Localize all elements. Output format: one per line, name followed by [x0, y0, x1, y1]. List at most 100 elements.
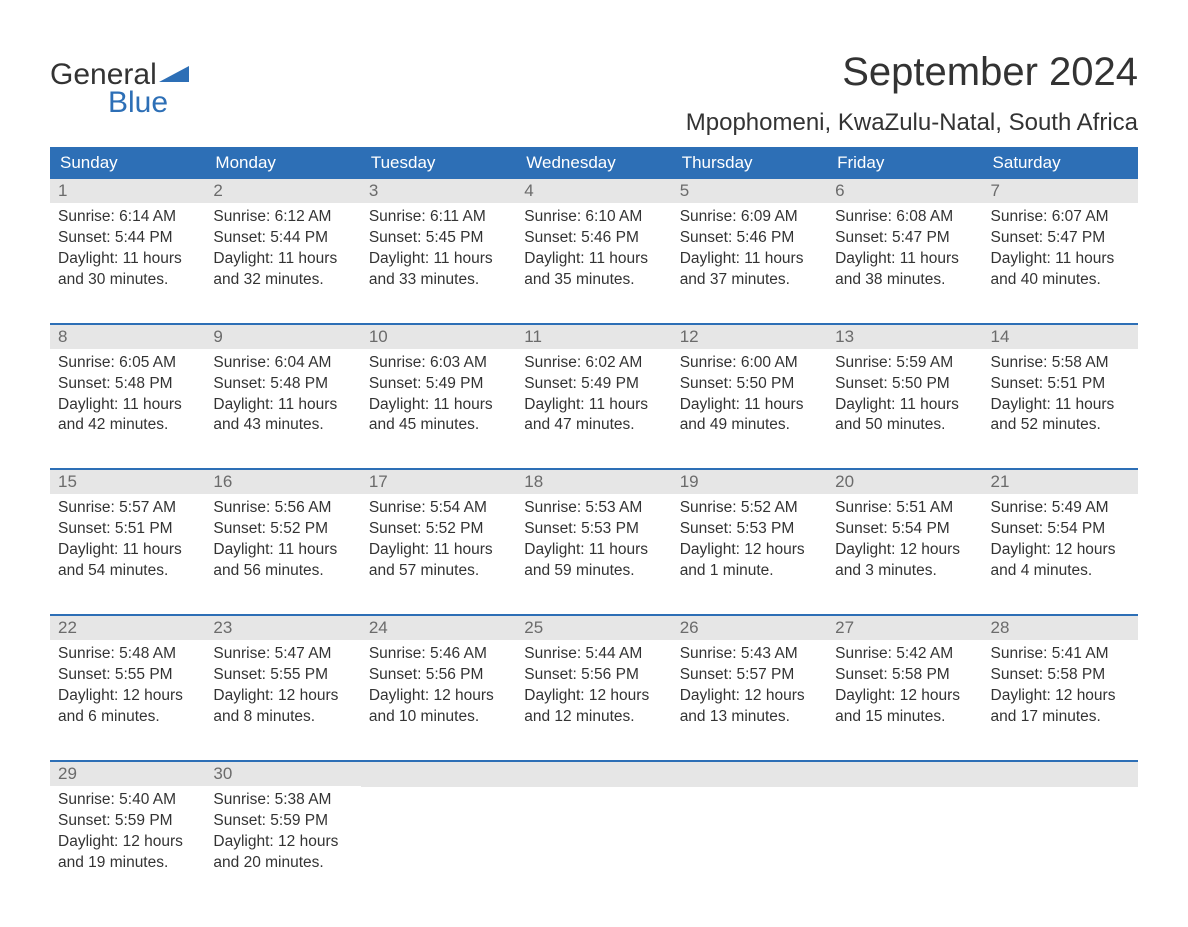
sunrise-text: Sunrise: 6:00 AM	[680, 353, 819, 374]
sunset-text: Sunset: 5:46 PM	[680, 228, 819, 249]
sunrise-text: Sunrise: 6:09 AM	[680, 207, 819, 228]
sunset-text: Sunset: 5:55 PM	[213, 665, 352, 686]
day-number: 29	[50, 762, 205, 786]
day-content: Sunrise: 6:08 AMSunset: 5:47 PMDaylight:…	[827, 203, 982, 295]
day-content: Sunrise: 6:11 AMSunset: 5:45 PMDaylight:…	[361, 203, 516, 295]
calendar-day-cell	[827, 762, 982, 878]
calendar-week-row: 1Sunrise: 6:14 AMSunset: 5:44 PMDaylight…	[50, 179, 1138, 295]
calendar-day-cell	[983, 762, 1138, 878]
calendar-day-cell	[516, 762, 671, 878]
calendar-day-cell: 25Sunrise: 5:44 AMSunset: 5:56 PMDayligh…	[516, 616, 671, 732]
day-number: 27	[827, 616, 982, 640]
sunrise-text: Sunrise: 5:48 AM	[58, 644, 197, 665]
calendar-week-row: 22Sunrise: 5:48 AMSunset: 5:55 PMDayligh…	[50, 614, 1138, 732]
sunset-text: Sunset: 5:59 PM	[213, 811, 352, 832]
day-number: 30	[205, 762, 360, 786]
sunrise-text: Sunrise: 5:51 AM	[835, 498, 974, 519]
calendar-day-cell: 14Sunrise: 5:58 AMSunset: 5:51 PMDayligh…	[983, 325, 1138, 441]
daylight-text: Daylight: 11 hours and 50 minutes.	[835, 395, 974, 437]
sunset-text: Sunset: 5:50 PM	[835, 374, 974, 395]
sunset-text: Sunset: 5:53 PM	[524, 519, 663, 540]
sunset-text: Sunset: 5:52 PM	[213, 519, 352, 540]
calendar-day-cell: 30Sunrise: 5:38 AMSunset: 5:59 PMDayligh…	[205, 762, 360, 878]
day-content: Sunrise: 5:59 AMSunset: 5:50 PMDaylight:…	[827, 349, 982, 441]
day-content: Sunrise: 5:56 AMSunset: 5:52 PMDaylight:…	[205, 494, 360, 586]
day-content: Sunrise: 6:04 AMSunset: 5:48 PMDaylight:…	[205, 349, 360, 441]
sunrise-text: Sunrise: 6:03 AM	[369, 353, 508, 374]
day-content: Sunrise: 6:05 AMSunset: 5:48 PMDaylight:…	[50, 349, 205, 441]
calendar-week-row: 15Sunrise: 5:57 AMSunset: 5:51 PMDayligh…	[50, 468, 1138, 586]
sunrise-text: Sunrise: 6:10 AM	[524, 207, 663, 228]
day-number: 1	[50, 179, 205, 203]
day-number: 2	[205, 179, 360, 203]
sunset-text: Sunset: 5:54 PM	[835, 519, 974, 540]
sunset-text: Sunset: 5:48 PM	[58, 374, 197, 395]
weekday-header-cell: Wednesday	[516, 147, 671, 179]
location-subtitle: Mpophomeni, KwaZulu-Natal, South Africa	[686, 109, 1138, 137]
calendar-day-cell: 17Sunrise: 5:54 AMSunset: 5:52 PMDayligh…	[361, 470, 516, 586]
empty-day-bar	[672, 762, 827, 787]
daylight-text: Daylight: 11 hours and 59 minutes.	[524, 540, 663, 582]
weekday-header-cell: Monday	[205, 147, 360, 179]
daylight-text: Daylight: 11 hours and 38 minutes.	[835, 249, 974, 291]
sunrise-text: Sunrise: 6:04 AM	[213, 353, 352, 374]
calendar-day-cell: 28Sunrise: 5:41 AMSunset: 5:58 PMDayligh…	[983, 616, 1138, 732]
daylight-text: Daylight: 12 hours and 19 minutes.	[58, 832, 197, 874]
day-content: Sunrise: 5:48 AMSunset: 5:55 PMDaylight:…	[50, 640, 205, 732]
calendar-day-cell: 13Sunrise: 5:59 AMSunset: 5:50 PMDayligh…	[827, 325, 982, 441]
weekday-header-cell: Sunday	[50, 147, 205, 179]
sunrise-text: Sunrise: 5:59 AM	[835, 353, 974, 374]
daylight-text: Daylight: 11 hours and 35 minutes.	[524, 249, 663, 291]
calendar-day-cell: 24Sunrise: 5:46 AMSunset: 5:56 PMDayligh…	[361, 616, 516, 732]
sunrise-text: Sunrise: 5:57 AM	[58, 498, 197, 519]
day-content: Sunrise: 6:10 AMSunset: 5:46 PMDaylight:…	[516, 203, 671, 295]
calendar-day-cell: 12Sunrise: 6:00 AMSunset: 5:50 PMDayligh…	[672, 325, 827, 441]
day-number: 7	[983, 179, 1138, 203]
day-content: Sunrise: 5:47 AMSunset: 5:55 PMDaylight:…	[205, 640, 360, 732]
month-title: September 2024	[686, 50, 1138, 95]
day-content: Sunrise: 5:40 AMSunset: 5:59 PMDaylight:…	[50, 786, 205, 878]
sunset-text: Sunset: 5:55 PM	[58, 665, 197, 686]
sunset-text: Sunset: 5:44 PM	[213, 228, 352, 249]
sunrise-text: Sunrise: 5:54 AM	[369, 498, 508, 519]
sunset-text: Sunset: 5:50 PM	[680, 374, 819, 395]
day-number: 16	[205, 470, 360, 494]
sunset-text: Sunset: 5:57 PM	[680, 665, 819, 686]
sunrise-text: Sunrise: 5:58 AM	[991, 353, 1130, 374]
day-number: 11	[516, 325, 671, 349]
daylight-text: Daylight: 12 hours and 6 minutes.	[58, 686, 197, 728]
empty-day-bar	[983, 762, 1138, 787]
daylight-text: Daylight: 12 hours and 13 minutes.	[680, 686, 819, 728]
day-number: 19	[672, 470, 827, 494]
day-number: 22	[50, 616, 205, 640]
sunset-text: Sunset: 5:53 PM	[680, 519, 819, 540]
day-number: 3	[361, 179, 516, 203]
day-content: Sunrise: 6:02 AMSunset: 5:49 PMDaylight:…	[516, 349, 671, 441]
sunset-text: Sunset: 5:45 PM	[369, 228, 508, 249]
day-content: Sunrise: 6:03 AMSunset: 5:49 PMDaylight:…	[361, 349, 516, 441]
calendar-day-cell: 27Sunrise: 5:42 AMSunset: 5:58 PMDayligh…	[827, 616, 982, 732]
sunset-text: Sunset: 5:51 PM	[58, 519, 197, 540]
day-number: 12	[672, 325, 827, 349]
day-number: 13	[827, 325, 982, 349]
calendar-day-cell: 26Sunrise: 5:43 AMSunset: 5:57 PMDayligh…	[672, 616, 827, 732]
calendar-week-row: 8Sunrise: 6:05 AMSunset: 5:48 PMDaylight…	[50, 323, 1138, 441]
sunset-text: Sunset: 5:59 PM	[58, 811, 197, 832]
sunset-text: Sunset: 5:54 PM	[991, 519, 1130, 540]
page-header: General Blue September 2024 Mpophomeni, …	[50, 50, 1138, 137]
weekday-header-row: SundayMondayTuesdayWednesdayThursdayFrid…	[50, 147, 1138, 179]
calendar-day-cell: 7Sunrise: 6:07 AMSunset: 5:47 PMDaylight…	[983, 179, 1138, 295]
daylight-text: Daylight: 11 hours and 33 minutes.	[369, 249, 508, 291]
daylight-text: Daylight: 11 hours and 57 minutes.	[369, 540, 508, 582]
calendar-day-cell: 6Sunrise: 6:08 AMSunset: 5:47 PMDaylight…	[827, 179, 982, 295]
weekday-header-cell: Saturday	[983, 147, 1138, 179]
calendar-day-cell: 8Sunrise: 6:05 AMSunset: 5:48 PMDaylight…	[50, 325, 205, 441]
day-content: Sunrise: 6:12 AMSunset: 5:44 PMDaylight:…	[205, 203, 360, 295]
daylight-text: Daylight: 11 hours and 52 minutes.	[991, 395, 1130, 437]
day-number: 6	[827, 179, 982, 203]
daylight-text: Daylight: 12 hours and 1 minute.	[680, 540, 819, 582]
day-content: Sunrise: 5:38 AMSunset: 5:59 PMDaylight:…	[205, 786, 360, 878]
sunrise-text: Sunrise: 5:56 AM	[213, 498, 352, 519]
sunset-text: Sunset: 5:58 PM	[835, 665, 974, 686]
day-number: 24	[361, 616, 516, 640]
